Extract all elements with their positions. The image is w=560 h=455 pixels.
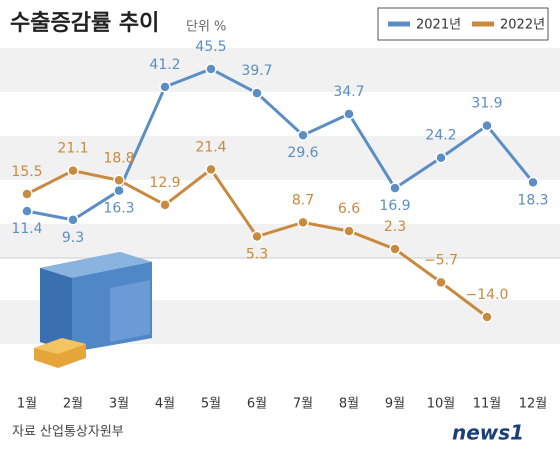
point <box>21 205 33 217</box>
data-label: 41.2 <box>149 57 180 73</box>
container-door <box>110 280 150 342</box>
data-label: 24.2 <box>425 128 456 144</box>
x-tick-label: 10월 <box>427 397 456 412</box>
point <box>67 214 79 226</box>
data-label: 29.6 <box>287 145 318 161</box>
point <box>297 129 309 141</box>
series-line <box>26 67 535 222</box>
data-label: 18.3 <box>517 192 548 208</box>
point <box>159 81 171 93</box>
data-label: 16.3 <box>103 201 134 217</box>
data-label: −5.7 <box>424 252 458 268</box>
chart-title: 수출증감률 추이 <box>10 11 159 36</box>
x-tick-label: 8월 <box>339 397 359 412</box>
data-label: 21.1 <box>57 141 88 157</box>
point <box>205 163 217 176</box>
point <box>113 184 125 197</box>
box-top <box>34 338 86 354</box>
data-label: 18.8 <box>103 150 134 166</box>
x-tick-label: 5월 <box>201 397 221 412</box>
data-label: 15.5 <box>11 164 42 180</box>
x-tick-label: 1월 <box>17 397 37 412</box>
x-tick-label: 4월 <box>155 397 175 412</box>
point <box>21 188 33 200</box>
point <box>389 182 401 194</box>
point <box>297 216 309 229</box>
point <box>435 151 447 164</box>
data-label: 9.3 <box>62 230 84 246</box>
x-tick-label: 7월 <box>293 397 313 412</box>
point <box>159 199 171 211</box>
data-label: 31.9 <box>471 96 502 112</box>
band <box>0 136 560 180</box>
data-label: −14.0 <box>466 287 509 303</box>
x-tick-label: 11월 <box>473 397 502 412</box>
data-label: 8.7 <box>292 192 314 208</box>
point <box>343 225 355 237</box>
x-tick-label: 6월 <box>247 397 267 412</box>
point <box>205 63 217 75</box>
data-label: 5.3 <box>246 247 268 263</box>
point <box>481 311 493 323</box>
data-label: 12.9 <box>149 175 180 191</box>
data-label: 16.9 <box>379 198 410 214</box>
unit-label: 단위 % <box>186 20 226 35</box>
data-label: 45.5 <box>195 39 226 55</box>
data-label: 21.4 <box>195 139 226 155</box>
x-tick-label: 3월 <box>109 397 129 412</box>
data-label: 2.3 <box>384 219 406 235</box>
legend-label: 2021년 <box>416 18 461 33</box>
data-label: 39.7 <box>241 63 272 79</box>
logo: news1 <box>452 421 524 445</box>
legend-label: 2022년 <box>500 18 545 33</box>
point <box>113 174 125 187</box>
point <box>343 108 355 120</box>
data-label: 11.4 <box>11 221 42 237</box>
point <box>481 119 493 132</box>
data-label: 34.7 <box>333 84 364 100</box>
container-illustration <box>34 252 152 368</box>
container-top <box>40 252 152 278</box>
point <box>67 164 79 177</box>
point <box>389 243 401 255</box>
band <box>0 48 560 92</box>
data-label: 6.6 <box>338 201 360 217</box>
point <box>435 276 447 289</box>
x-tick-label: 12월 <box>519 397 548 412</box>
source: 자료 산업통상자원부 <box>12 425 124 440</box>
x-tick-label: 9월 <box>385 397 405 412</box>
point <box>251 230 263 243</box>
x-tick-label: 2월 <box>63 397 83 412</box>
point <box>251 87 263 99</box>
point <box>527 176 539 189</box>
